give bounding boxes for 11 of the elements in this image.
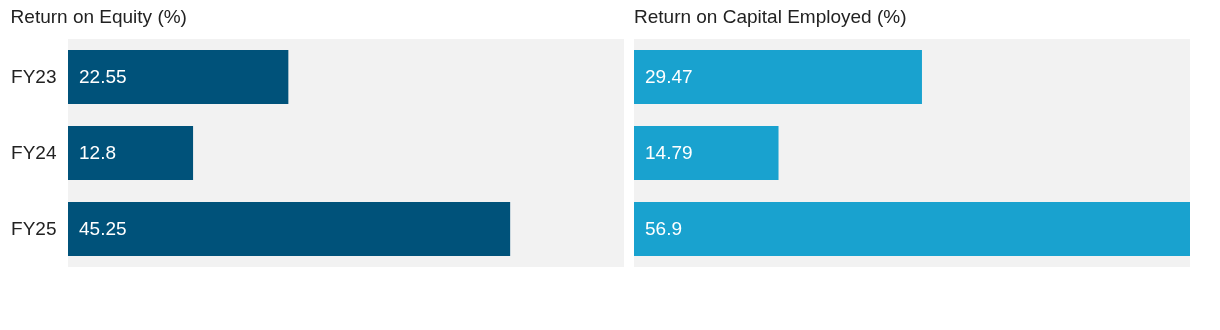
y-tick-label: FY24 <box>11 142 57 163</box>
data-label: 22.55 <box>79 66 127 87</box>
data-label: 29.47 <box>645 66 693 87</box>
chart-title: Return on Capital Employed (%) <box>634 6 907 27</box>
data-label: 45.25 <box>79 218 127 239</box>
data-label: 14.79 <box>645 142 693 163</box>
data-label: 56.9 <box>645 218 682 239</box>
y-tick-label: FY23 <box>11 66 57 87</box>
data-label: 12.8 <box>79 142 116 163</box>
chart-title: Return on Equity (%) <box>10 6 187 27</box>
y-tick-label: FY25 <box>11 218 57 239</box>
